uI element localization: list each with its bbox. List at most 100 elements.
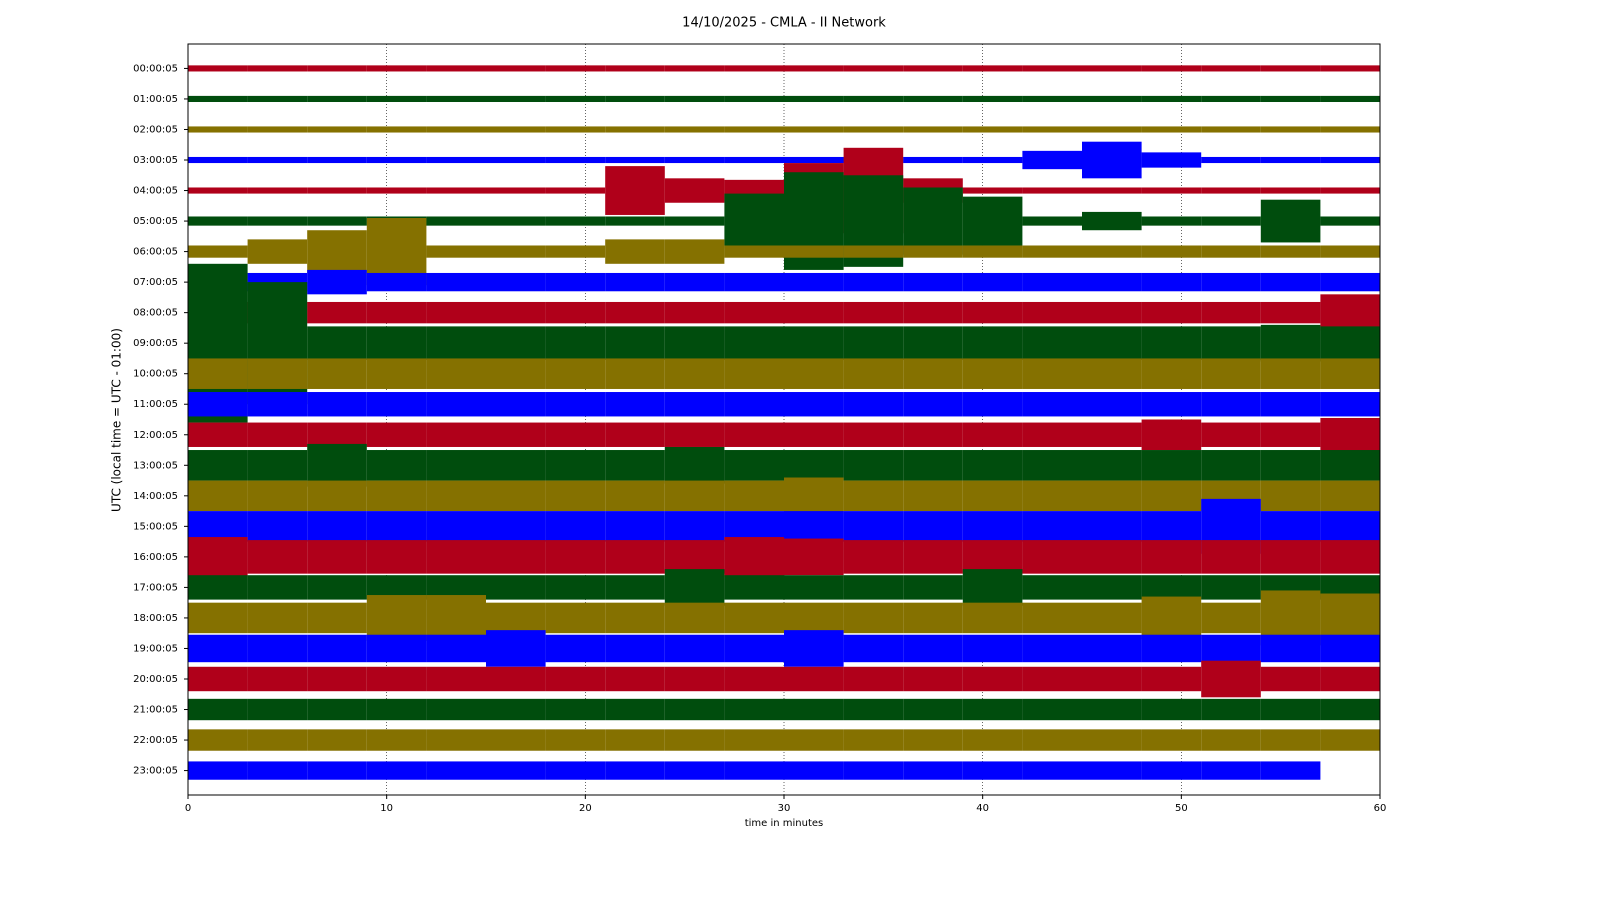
trace-segment — [366, 666, 427, 692]
trace-segment — [1260, 301, 1321, 324]
trace-segment — [366, 729, 427, 751]
trace-segment — [1082, 65, 1142, 72]
trace-segment — [545, 422, 606, 447]
trace-segment — [1201, 326, 1261, 360]
trace-segment — [1082, 141, 1142, 179]
trace-segment — [664, 326, 725, 360]
y-tick-label: 04:00:05 — [133, 186, 178, 197]
trace-segment — [784, 761, 844, 780]
trace-segment — [545, 480, 606, 512]
trace-segment — [1201, 602, 1261, 634]
trace-segment — [605, 602, 665, 634]
trace-segment — [724, 602, 784, 634]
trace-segment — [664, 634, 725, 663]
trace-segment — [1022, 245, 1082, 258]
trace-segment — [1082, 126, 1142, 133]
trace-segment — [843, 511, 904, 542]
trace-segment — [366, 95, 427, 103]
trace-segment — [1260, 324, 1321, 362]
trace-segment — [1320, 126, 1380, 133]
trace-segment — [1260, 511, 1321, 542]
trace-segment — [188, 65, 248, 72]
trace-segment — [545, 245, 606, 258]
trace-segment — [784, 245, 844, 258]
trace-segment — [1141, 575, 1202, 600]
trace-segment — [605, 95, 665, 103]
trace-segment — [366, 698, 427, 721]
trace-segment — [903, 95, 963, 103]
trace-segment — [1320, 294, 1380, 331]
trace-segment — [724, 634, 784, 663]
trace-segment — [784, 422, 844, 447]
trace-segment — [1141, 272, 1202, 292]
trace-segment — [545, 126, 606, 133]
trace-segment — [1141, 511, 1202, 542]
trace-segment — [426, 326, 486, 360]
trace-segment — [1201, 216, 1261, 226]
trace-segment — [426, 245, 486, 258]
trace-segment — [1082, 358, 1142, 389]
trace-segment — [545, 698, 606, 721]
trace-segment — [1141, 326, 1202, 360]
trace-segment — [843, 358, 904, 389]
trace-segment — [1022, 187, 1082, 194]
plot-frame — [187, 43, 1381, 796]
trace-segment — [1260, 480, 1321, 512]
trace-segment — [307, 666, 367, 692]
trace-segment — [545, 392, 606, 417]
trace-segment — [903, 301, 963, 324]
trace-segment — [605, 392, 665, 417]
trace-segment — [1260, 666, 1321, 692]
trace-segment — [664, 480, 725, 512]
trace-segment — [843, 698, 904, 721]
trace-segment — [605, 326, 665, 360]
trace-segment — [1022, 301, 1082, 324]
x-tick-label: 60 — [1374, 803, 1387, 814]
trace-segment — [903, 666, 963, 692]
trace-segment — [1260, 272, 1321, 292]
trace-segment — [1201, 126, 1261, 133]
trace-segment — [903, 450, 963, 481]
trace-segment — [1201, 156, 1261, 164]
trace-segment — [486, 245, 546, 258]
trace-segment — [724, 450, 784, 481]
y-tick-label: 09:00:05 — [133, 338, 178, 349]
y-tick-label: 21:00:05 — [133, 705, 178, 716]
trace-segment — [307, 269, 367, 295]
trace-segment — [903, 575, 963, 600]
trace-segment — [1022, 575, 1082, 600]
trace-segment — [1022, 65, 1082, 72]
trace-segment — [486, 602, 546, 634]
trace-segment — [366, 272, 427, 292]
trace-segment — [1260, 245, 1321, 258]
trace-segment — [545, 540, 606, 574]
x-tick-label: 10 — [380, 803, 393, 814]
trace-segment — [545, 729, 606, 751]
trace-segment — [1082, 634, 1142, 663]
y-tick-label: 17:00:05 — [133, 582, 178, 593]
trace-segment — [188, 698, 248, 721]
trace-segment — [247, 239, 308, 264]
trace-segment — [1022, 358, 1082, 389]
trace-segment — [784, 65, 844, 72]
trace-segment — [784, 575, 844, 600]
trace-segment — [247, 666, 308, 692]
trace-segment — [1320, 272, 1380, 292]
trace-segment — [486, 761, 546, 780]
trace-segment — [1201, 65, 1261, 72]
trace-segment — [426, 272, 486, 292]
trace-segment — [1320, 698, 1380, 721]
trace-segment — [1022, 666, 1082, 692]
trace-segment — [545, 666, 606, 692]
trace-segment — [1201, 761, 1261, 780]
trace-segment — [605, 216, 665, 226]
x-tick-label: 40 — [976, 803, 989, 814]
trace-segment — [307, 540, 367, 574]
trace-segment — [366, 761, 427, 780]
trace-segment — [1201, 575, 1261, 600]
trace-segment — [426, 392, 486, 417]
trace-segment — [724, 729, 784, 751]
trace-segment — [962, 65, 1023, 72]
trace-segment — [188, 392, 248, 417]
